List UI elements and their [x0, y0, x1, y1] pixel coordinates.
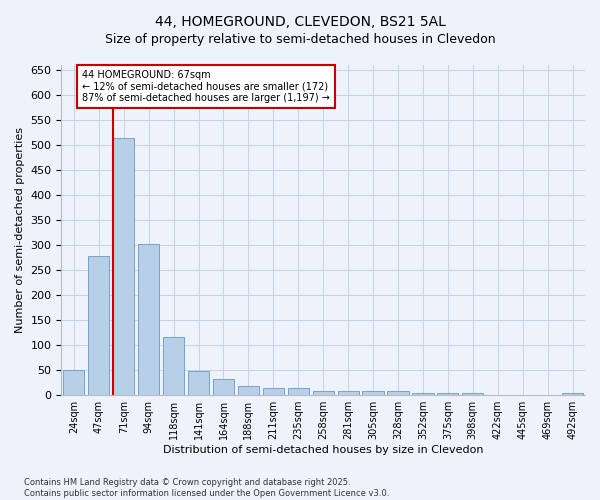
Text: Size of property relative to semi-detached houses in Clevedon: Size of property relative to semi-detach… [104, 32, 496, 46]
X-axis label: Distribution of semi-detached houses by size in Clevedon: Distribution of semi-detached houses by … [163, 445, 484, 455]
Bar [238, 386, 259, 395]
Bar [362, 390, 383, 395]
Bar [412, 392, 434, 395]
Text: Contains HM Land Registry data © Crown copyright and database right 2025.
Contai: Contains HM Land Registry data © Crown c… [24, 478, 389, 498]
Bar [287, 388, 309, 395]
Bar [437, 392, 458, 395]
Bar [562, 392, 583, 395]
Bar [188, 371, 209, 395]
Bar [113, 138, 134, 395]
Bar [512, 394, 533, 395]
Bar [63, 370, 85, 395]
Bar [88, 256, 109, 395]
Bar [213, 379, 234, 395]
Bar [138, 244, 159, 395]
Bar [313, 390, 334, 395]
Bar [537, 394, 558, 395]
Bar [388, 390, 409, 395]
Bar [338, 390, 359, 395]
Text: 44, HOMEGROUND, CLEVEDON, BS21 5AL: 44, HOMEGROUND, CLEVEDON, BS21 5AL [155, 15, 445, 29]
Y-axis label: Number of semi-detached properties: Number of semi-detached properties [15, 127, 25, 333]
Bar [263, 388, 284, 395]
Text: 44 HOMEGROUND: 67sqm
← 12% of semi-detached houses are smaller (172)
87% of semi: 44 HOMEGROUND: 67sqm ← 12% of semi-detac… [82, 70, 330, 103]
Bar [487, 394, 508, 395]
Bar [462, 392, 484, 395]
Bar [163, 336, 184, 395]
